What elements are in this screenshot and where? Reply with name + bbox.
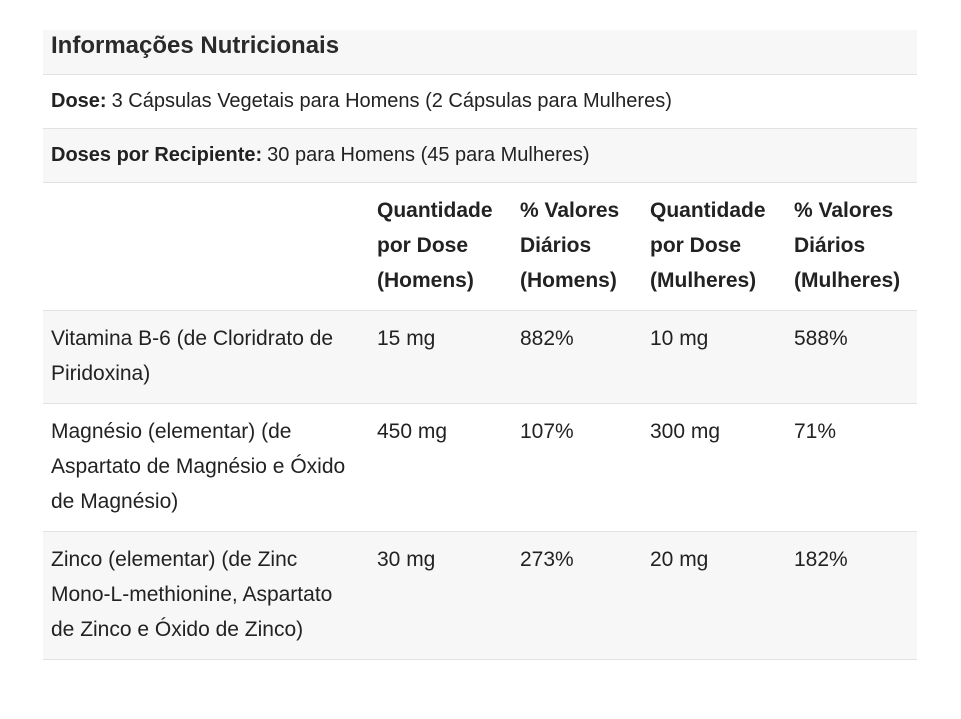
header-amount-men: Quantidade por Dose (Homens) [377,199,493,292]
dose-label: Dose: [51,90,107,112]
nutrition-facts-panel: Informações Nutricionais Dose: 3 Cápsula… [43,30,917,660]
amount-men: 450 mg [377,420,448,443]
table-row: Magnésio (elementar) (de Aspartato de Ma… [43,404,917,532]
dv-men: 882% [520,327,574,350]
ingredient-name: Magnésio (elementar) (de Aspartato de Ma… [51,420,346,513]
amount-women: 10 mg [650,327,709,350]
table-row: Zinco (elementar) (de Zinc Mono-L-methio… [43,531,917,660]
dv-men: 107% [520,420,574,443]
title-row: Informações Nutricionais [43,30,917,75]
page-title: Informações Nutricionais [51,32,340,59]
header-dv-men: % Valores Diários (Homens) [520,199,620,292]
dv-women: 182% [794,548,848,571]
dose-value: 3 Cápsulas Vegetais para Homens (2 Cápsu… [111,90,672,112]
dv-men: 273% [520,548,574,571]
header-dv-women: % Valores Diários (Mulheres) [794,199,901,292]
ingredient-name: Vitamina B-6 (de Cloridrato de Piridoxin… [51,327,334,385]
ingredient-name: Zinco (elementar) (de Zinc Mono-L-methio… [51,548,333,641]
doses-per-container-row: Doses por Recipiente: 30 para Homens (45… [43,129,917,183]
amount-men: 15 mg [377,327,436,350]
header-ingredient [43,183,369,311]
doses-per-container-label: Doses por Recipiente: [51,144,263,166]
table-row: Vitamina B-6 (de Cloridrato de Piridoxin… [43,310,917,404]
dv-women: 71% [794,420,837,443]
dose-row: Dose: 3 Cápsulas Vegetais para Homens (2… [43,75,917,129]
table-header-row: Quantidade por Dose (Homens) % Valores D… [43,183,917,311]
amount-women: 300 mg [650,420,721,443]
amount-men: 30 mg [377,548,436,571]
amount-women: 20 mg [650,548,709,571]
doses-per-container-value: 30 para Homens (45 para Mulheres) [267,144,590,166]
nutrition-table: Quantidade por Dose (Homens) % Valores D… [43,183,917,660]
dv-women: 588% [794,327,848,350]
header-amount-women: Quantidade por Dose (Mulheres) [650,199,766,292]
